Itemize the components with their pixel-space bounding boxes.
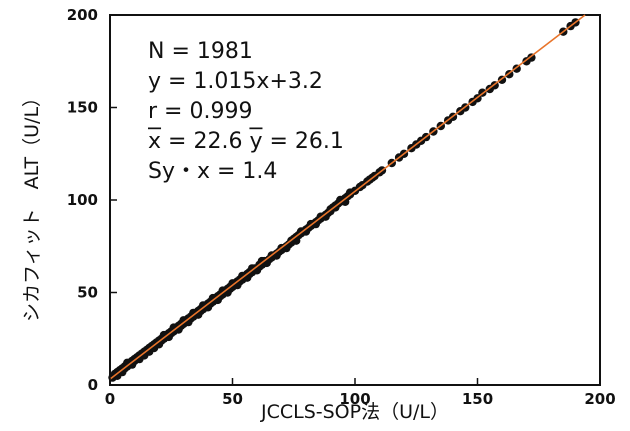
data-point (262, 258, 271, 268)
stat-means: x = 22.6 y = 26.1 (148, 129, 344, 154)
x-tick-label: 150 (462, 390, 493, 408)
stat-y-mean-value: = 26.1 (262, 129, 343, 154)
data-point (127, 360, 137, 369)
data-point (118, 367, 127, 377)
y-tick-label: 100 (67, 191, 98, 209)
stat-equation: y = 1.015x+3.2 (148, 69, 323, 94)
y-tick-label: 200 (67, 6, 98, 24)
stat-syx: Sy・x = 1.4 (148, 159, 277, 184)
data-point (345, 188, 355, 197)
y-tick-label: 50 (77, 284, 98, 302)
stats-annotation: N = 1981 y = 1.015x+3.2 r = 0.999 x = 22… (148, 39, 344, 184)
x-tick-label: 50 (222, 390, 243, 408)
ticks-layer: 0 50 100 150 200 0 50 100 150 200 (67, 6, 616, 408)
x-tick-label: 100 (339, 390, 370, 408)
x-tick-label: 0 (105, 390, 115, 408)
stat-x-mean-symbol: x (148, 129, 161, 154)
x-tick-label: 200 (584, 390, 615, 408)
y-tick-label: 0 (88, 376, 98, 394)
stat-n: N = 1981 (148, 39, 253, 64)
data-point (301, 227, 311, 236)
regression-line (109, 14, 586, 380)
stat-y-mean-symbol: y (249, 129, 262, 154)
x-axis-title: JCCLS-SOP法（U/L） (260, 401, 449, 423)
stat-x-mean-value: = 22.6 (161, 129, 249, 154)
y-axis-title: シカフィット ALT（U/L） (21, 88, 43, 322)
y-tick-label: 150 (67, 99, 98, 117)
stat-r: r = 0.999 (148, 99, 252, 124)
data-point (272, 251, 281, 260)
